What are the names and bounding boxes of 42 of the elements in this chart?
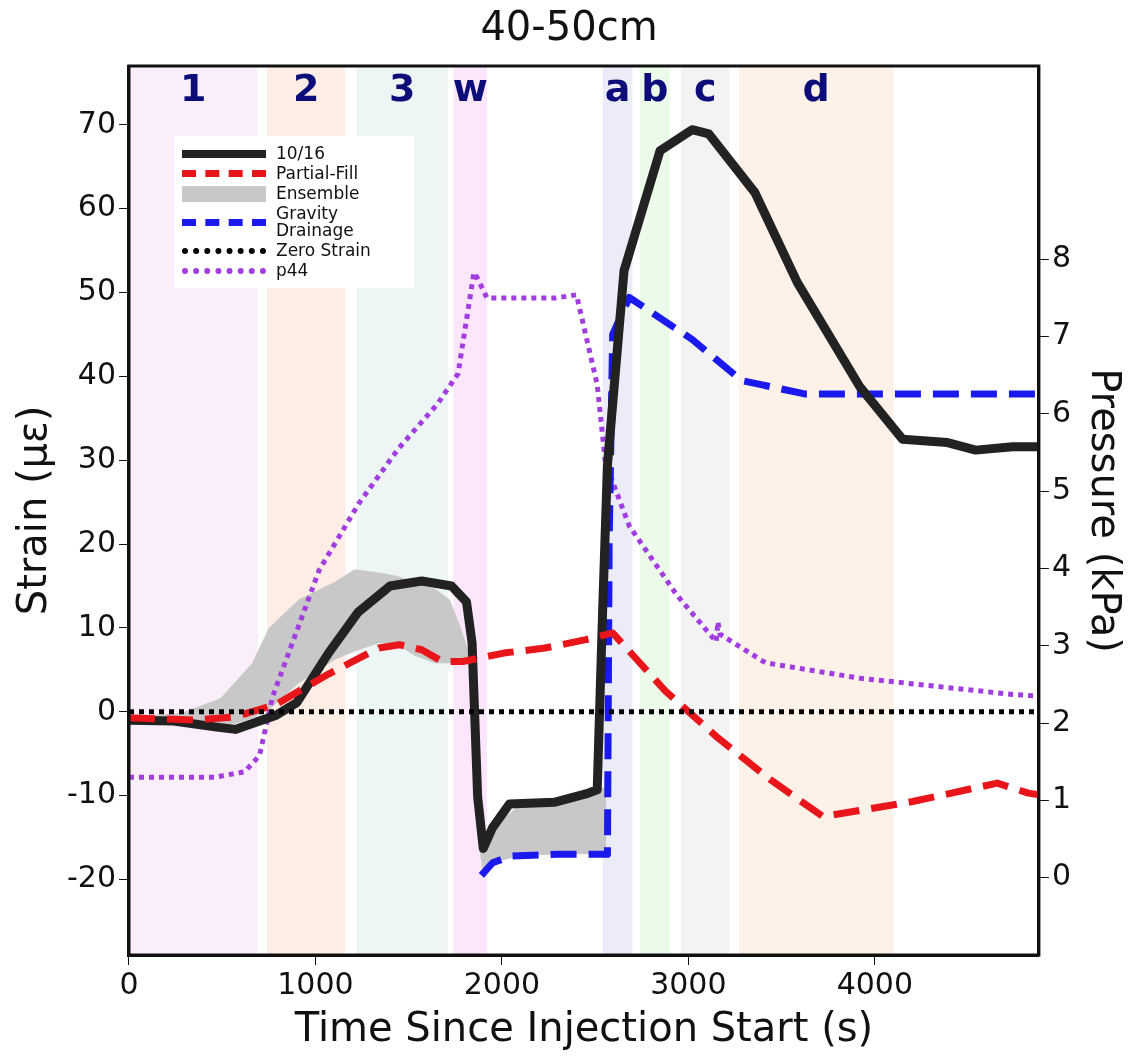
band-label: 2 <box>292 65 320 110</box>
y2-tick-label: 4 <box>1051 548 1072 584</box>
y-tick-label: 30 <box>77 439 116 475</box>
x-tick-label: 2000 <box>463 965 541 1001</box>
y-tick-label: -20 <box>67 859 116 895</box>
x-tick-label: 4000 <box>836 965 914 1001</box>
x-tick-label: 1000 <box>277 965 354 1001</box>
chart-title: 40-50cm <box>480 3 658 50</box>
band-label: w <box>452 65 488 110</box>
y2-tick-label: 8 <box>1051 239 1072 275</box>
y-axis-title: Strain (με) <box>9 405 56 616</box>
legend-label: Partial-Fill <box>275 163 359 183</box>
y2-tick-label: 7 <box>1051 316 1072 352</box>
band-label: d <box>802 65 830 110</box>
legend-label: 10/16 <box>275 143 325 163</box>
band-label: 3 <box>388 65 416 110</box>
y2-tick-label: 1 <box>1051 780 1072 816</box>
legend-label: p44 <box>275 260 309 280</box>
y2-tick-label: 2 <box>1051 702 1072 738</box>
legend-label: Ensemble <box>275 183 360 203</box>
y-tick-label: 60 <box>77 188 116 224</box>
x-tick-label: 0 <box>119 965 139 1001</box>
band-label: c <box>693 65 717 110</box>
legend-label: Gravity Drainage <box>275 203 355 240</box>
legend-label: Zero Strain <box>275 240 371 260</box>
y-tick-label: 10 <box>77 607 116 643</box>
y2-tick-label: 3 <box>1051 625 1072 661</box>
band-label: 1 <box>180 65 207 110</box>
band-label: a <box>604 65 631 110</box>
y2-tick-label: 5 <box>1051 470 1072 506</box>
y2-tick-label: 0 <box>1051 857 1072 893</box>
y-tick-label: 40 <box>77 356 116 392</box>
x-tick-label: 3000 <box>650 965 727 1001</box>
x-axis-title: Time Since Injection Start (s) <box>293 1004 874 1051</box>
y-tick-label: 20 <box>77 523 116 559</box>
band-label: b <box>641 65 669 110</box>
y2-tick-label: 6 <box>1051 393 1072 429</box>
y-tick-label: -10 <box>67 775 116 811</box>
y-tick-label: 0 <box>96 691 116 727</box>
y2-axis-title: Pressure (kPa) <box>1082 368 1129 653</box>
y-tick-label: 50 <box>77 272 116 308</box>
y-tick-label: 70 <box>77 104 116 140</box>
